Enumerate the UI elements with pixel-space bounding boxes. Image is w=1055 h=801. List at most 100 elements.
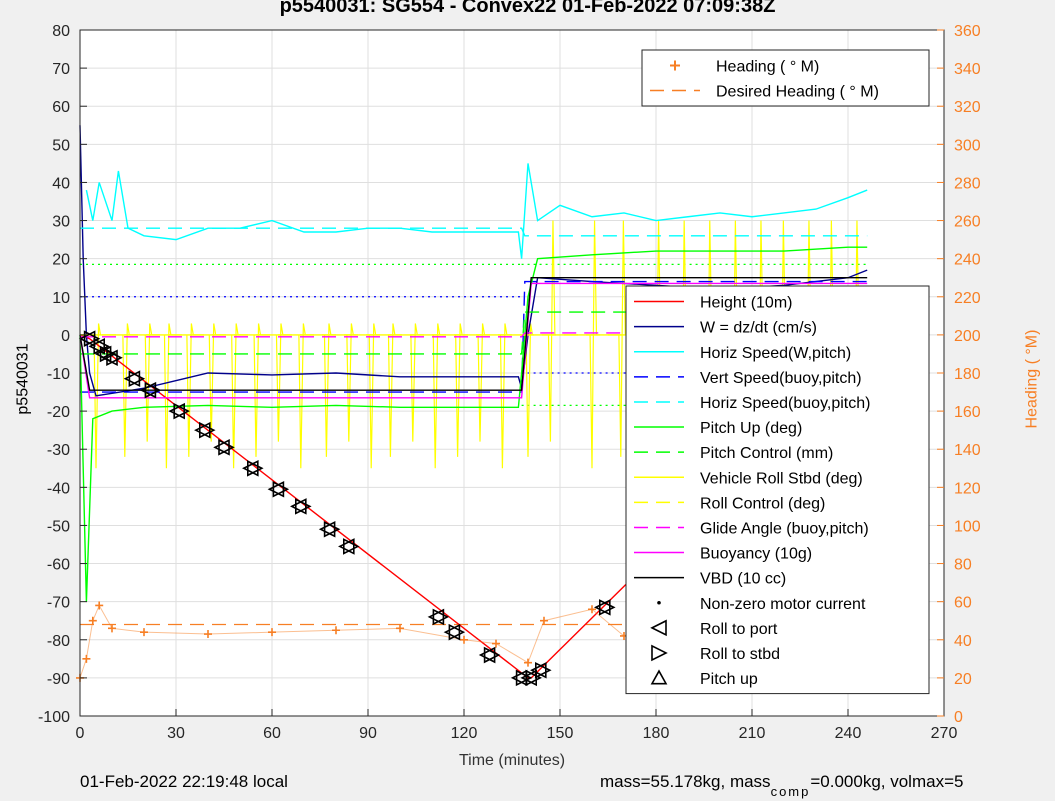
x-tick-label: 180 <box>643 725 670 742</box>
y2-tick-label: 260 <box>954 214 981 231</box>
y2-tick-label: 340 <box>954 61 981 78</box>
roll-stbd-marker <box>294 498 312 515</box>
roll-stbd-marker <box>199 421 216 439</box>
legend-main-label: Height (10m) <box>700 295 792 312</box>
y2-tick-label: 280 <box>954 175 981 192</box>
series-line <box>80 227 868 237</box>
y-tick-label: -90 <box>47 671 70 688</box>
roll-port-marker <box>338 538 355 555</box>
series-line <box>80 280 868 393</box>
roll-port-marker <box>101 349 118 367</box>
roll-stbd-marker <box>83 330 101 347</box>
y-tick-label: 20 <box>52 252 70 269</box>
roll-stbd-marker <box>342 538 360 555</box>
roll-spike <box>410 323 418 442</box>
legend-main-label: W = dz/dt (cm/s) <box>700 320 817 337</box>
roll-port-marker <box>318 520 336 538</box>
legend-main-swatch <box>650 669 668 685</box>
roll-port-marker <box>194 421 211 439</box>
y-tick-label: -80 <box>47 633 70 650</box>
y-tick-label: 40 <box>52 175 70 192</box>
legend-main-label: Pitch up <box>700 671 758 688</box>
y-tick-label: 80 <box>52 23 70 40</box>
legend-heading-swatch <box>670 60 680 71</box>
x-tick-label: 30 <box>167 725 185 742</box>
roll-spike <box>477 323 486 442</box>
roll-spike <box>208 323 217 442</box>
roll-stbd-marker <box>218 439 235 456</box>
roll-stbd-marker <box>128 370 146 388</box>
y-tick-label: -60 <box>47 557 70 574</box>
roll-stbd-marker <box>432 608 450 626</box>
y-tick-label: -10 <box>47 366 70 383</box>
legend-main-label: Roll to stbd <box>700 646 780 663</box>
roll-spike <box>346 323 354 442</box>
x-tick-label: 120 <box>451 725 478 742</box>
roll-stbd-marker <box>247 459 264 477</box>
y-tick-label: 60 <box>52 99 70 116</box>
roll-port-marker <box>443 623 461 641</box>
roll-spike <box>368 323 377 469</box>
legend-main-label: Pitch Up (deg) <box>700 420 802 437</box>
legend-main-label: Glide Angle (buoy,pitch) <box>700 520 869 537</box>
roll-spike <box>499 323 508 469</box>
y-tick-label: -100 <box>38 709 70 726</box>
y2-tick-label: 300 <box>954 137 981 154</box>
roll-port-marker <box>242 459 259 477</box>
roll-stbd-marker <box>106 349 123 367</box>
y-tick-label: 50 <box>52 137 70 154</box>
series-line <box>79 282 868 399</box>
legend-main-label: Non-zero motor current <box>700 596 866 613</box>
y2-tick-label: 60 <box>954 595 972 612</box>
roll-stbd-marker <box>515 669 533 687</box>
y2-tick-label: 180 <box>954 366 981 383</box>
roll-spike <box>525 323 534 457</box>
roll-stbd-marker <box>272 480 290 498</box>
y-axis-label-left: p5540031 <box>14 343 32 415</box>
y2-tick-label: 80 <box>954 557 972 574</box>
footer-local-time: 01-Feb-2022 22:19:48 local <box>80 772 288 791</box>
roll-port-marker <box>213 439 230 456</box>
y-tick-label: 0 <box>61 328 70 345</box>
y2-tick-label: 160 <box>954 404 981 421</box>
footer-mass-text: mass=55.178kg, mass <box>600 772 771 791</box>
roll-spike <box>298 323 306 469</box>
y-axis-label-right: Heading ( °M) <box>1023 329 1041 429</box>
footer-mass-tail: =0.000kg, volmax=5 <box>810 772 964 791</box>
y2-tick-label: 20 <box>954 671 972 688</box>
roll-port-marker <box>530 661 547 679</box>
legend-main-label: Vehicle Roll Stbd (deg) <box>700 470 863 487</box>
legend-main-box <box>625 285 930 695</box>
x-tick-label: 150 <box>547 725 574 742</box>
legend-main-swatch <box>650 619 667 637</box>
roll-port-marker <box>427 608 445 626</box>
y2-tick-label: 0 <box>954 709 963 726</box>
roll-stbd-marker <box>534 661 552 679</box>
roll-port-marker <box>139 381 157 399</box>
roll-stbd-marker <box>598 599 616 616</box>
legend-main-swatch <box>657 600 661 605</box>
chart-title: p5540031: SG554 - Convex22 01-Feb-2022 0… <box>279 0 776 17</box>
legend-main-label: VBD (10 cc) <box>700 571 786 588</box>
legend-main-label: Roll to port <box>700 621 778 638</box>
legend-main-label: Roll Control (deg) <box>700 495 825 512</box>
roll-spike <box>231 323 239 469</box>
roll-spike <box>275 323 284 442</box>
legend-main-label: Pitch Control (mm) <box>700 445 833 462</box>
series-line <box>79 277 868 391</box>
legend-heading-label: Heading ( ° M) <box>716 59 819 76</box>
roll-port-marker <box>290 498 307 515</box>
legend-main-label: Horiz Speed(W,pitch) <box>700 345 851 362</box>
y2-tick-label: 100 <box>954 518 981 535</box>
footer-mass-subscript: comp <box>770 784 811 799</box>
roll-stbd-marker <box>525 669 542 687</box>
legend-main-swatch <box>651 644 668 662</box>
series-line <box>85 163 868 259</box>
x-tick-label: 90 <box>359 725 377 742</box>
y2-tick-label: 220 <box>954 290 981 307</box>
legend-main-label: Horiz Speed(buoy,pitch) <box>700 395 870 412</box>
y-tick-label: 30 <box>52 214 70 231</box>
roll-spike <box>163 323 172 469</box>
